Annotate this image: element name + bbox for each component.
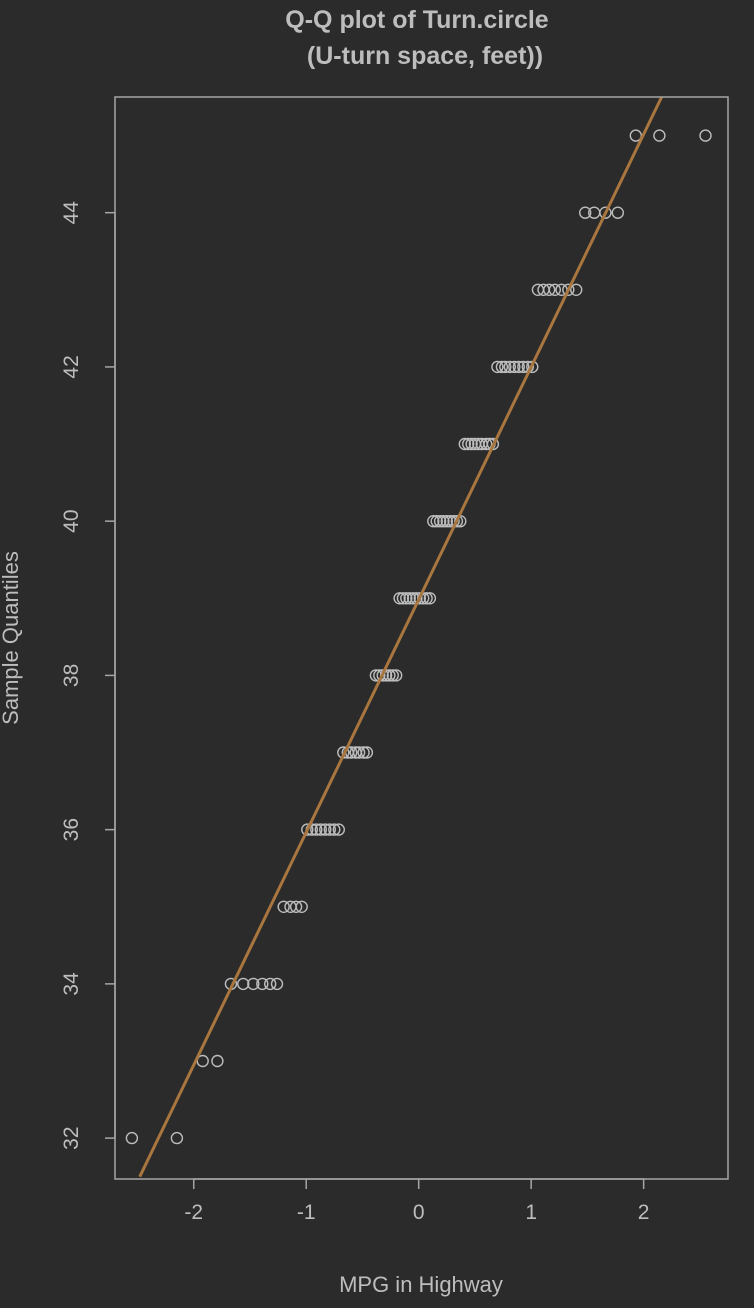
y-axis: 32 34 36 38 40 42 44 [60,201,116,1150]
chart-subtitle: (U-turn space, feet)) [307,42,543,70]
chart-title: Q-Q plot of Turn.circle [285,6,549,34]
data-point [270,977,284,991]
x-tick-label: 1 [525,1201,537,1224]
data-point [352,746,366,759]
data-point [512,360,525,374]
data-point [543,283,556,296]
data-point [491,360,504,374]
data-point [699,129,712,142]
data-point [295,900,308,913]
data-point [629,129,642,142]
data-point [256,977,269,991]
x-tick-label: -1 [297,1201,316,1224]
y-axis-label: Sample Quantiles [0,551,23,725]
data-point [211,1054,224,1068]
data-point [277,900,290,913]
data-point [264,977,277,991]
x-tick-label: 2 [638,1201,650,1224]
data-point [396,592,410,605]
data-point [386,669,399,682]
x-tick-label: 0 [413,1201,425,1224]
data-point [450,515,464,528]
data-point [517,360,530,374]
y-tick-label: 40 [60,509,83,532]
data-point [495,360,509,374]
data-point [403,592,416,605]
data-point [413,592,426,605]
y-tick-label: 32 [60,1126,83,1149]
data-point [360,746,374,759]
data-point [430,515,443,528]
data-point [400,592,413,605]
data-point [579,206,592,219]
data-point [503,360,516,374]
data-point [437,515,450,528]
data-point [465,437,478,451]
data-point [301,823,314,836]
data-point [170,1131,184,1145]
data-point [499,360,512,374]
data-point [125,1131,139,1145]
x-tick-label: -2 [184,1201,203,1224]
reference-line [138,97,663,1178]
data-point [611,206,624,219]
data-point [357,746,370,759]
data-point [314,823,327,836]
data-point [393,592,406,605]
data-point [236,977,250,991]
data-point [319,823,332,836]
data-point [508,360,521,374]
data-point [462,437,475,451]
data-point [383,669,396,682]
data-point [433,515,447,528]
data-point [390,669,403,682]
data-point [376,669,389,682]
data-point [599,206,612,219]
data-point [427,515,440,528]
data-point [440,515,453,528]
data-point [458,437,471,451]
data-point [548,283,561,296]
data-point [332,823,345,836]
data-point [323,823,336,836]
data-point [653,129,666,142]
data-point [247,977,260,991]
data-point [310,823,323,836]
data-point [423,592,437,605]
x-axis: -2 -1 0 1 2 [184,1178,650,1224]
x-axis-label: MPG in Highway [339,1272,503,1297]
y-tick-label: 36 [60,818,83,841]
data-point [570,283,583,296]
data-point [420,592,433,605]
data-point [289,900,303,913]
y-tick-label: 38 [60,664,83,687]
y-tick-label: 42 [60,355,83,378]
y-tick-label: 44 [60,201,83,225]
y-tick-label: 34 [60,972,83,996]
data-point [562,283,575,296]
data-point [480,437,493,451]
data-point [328,823,341,836]
